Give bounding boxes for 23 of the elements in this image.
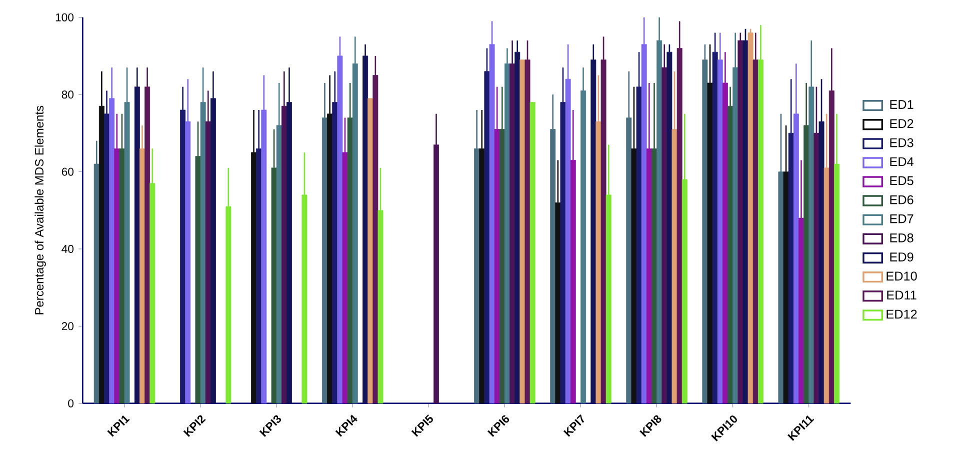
legend-label: ED8 [890,233,914,242]
legend-label: ED2 [890,119,914,128]
legend-label: ED5 [890,176,914,186]
legend-label: ED4 [890,157,914,166]
bar [368,98,374,404]
bar [520,60,526,404]
y-tick-label: 40 [62,244,74,253]
legend-label: ED11 [887,290,916,300]
legend-label: ED10 [886,272,917,281]
bar [748,32,754,404]
y-tick-label: 0 [68,399,74,408]
legend-label: ED6 [890,195,914,204]
y-tick-label: 20 [62,322,74,330]
legend-label: ED3 [890,138,914,148]
legend-label: ED12 [886,310,917,319]
bar [530,102,536,404]
y-axis-title: Percentage of Available MDS Elements [34,106,46,314]
legend-label: ED9 [890,252,914,262]
legend-label: ED7 [890,214,914,224]
y-tick-label: 60 [62,168,74,176]
y-tick-label: 80 [62,90,74,99]
legend-label: ED1 [890,100,914,109]
y-tick-label: 100 [56,13,74,22]
